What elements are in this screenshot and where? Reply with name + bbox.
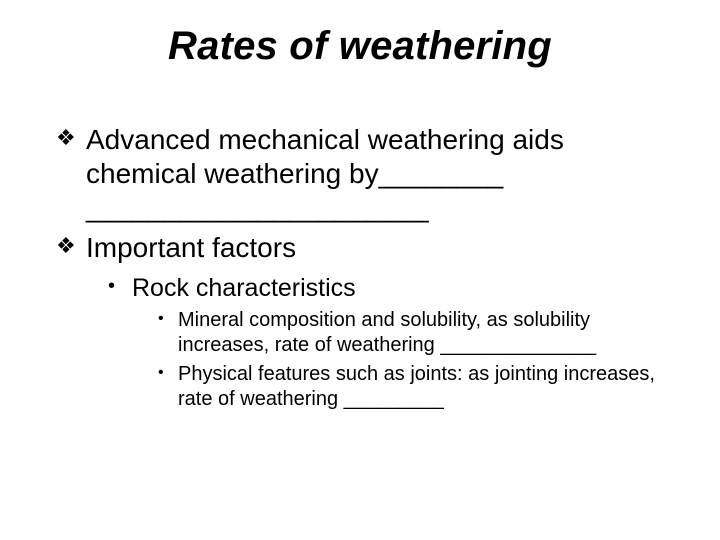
bullet-important-factors: ❖ Important factors [56,231,672,265]
disc-bullet-icon: • [108,274,115,300]
disc-bullet-icon: • [158,309,164,329]
diamond-bullet-icon: ❖ [56,125,76,152]
bullet-text: Physical features such as joints: as joi… [178,363,655,410]
disc-bullet-icon: • [158,363,164,383]
bullet-text: Mineral composition and solubility, as s… [178,309,596,356]
bullet-text: Rock characteristics [132,274,356,302]
diamond-bullet-icon: ❖ [56,233,76,260]
bullet-physical-features: • Physical features such as joints: as j… [158,362,672,412]
bullet-advanced-mechanical: ❖ Advanced mechanical weathering aids ch… [56,123,672,225]
slide: Rates of weathering ❖ Advanced mechanica… [0,0,720,540]
slide-title: Rates of weathering [48,24,672,69]
bullet-mineral-composition: • Mineral composition and solubility, as… [158,308,672,358]
bullet-text: Important factors [86,232,296,263]
bullet-rock-characteristics: • Rock characteristics [108,272,672,304]
bullet-text: Advanced mechanical weathering aids chem… [86,124,564,189]
bullet-text-cont: ______________________ [86,191,672,225]
